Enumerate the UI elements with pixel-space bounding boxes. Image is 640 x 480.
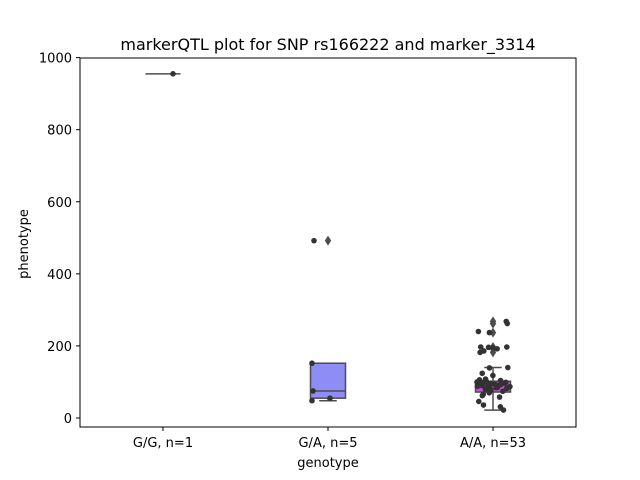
- y-axis-label: phenotype: [17, 209, 32, 279]
- data-point: [490, 372, 496, 379]
- data-point: [493, 384, 500, 391]
- data-point: [309, 397, 315, 404]
- data-point: [474, 383, 481, 390]
- x-tick-label: G/A, n=5: [298, 436, 357, 451]
- y-tick-label: 400: [47, 268, 72, 283]
- y-tick-label: 200: [47, 340, 72, 355]
- data-point: [486, 389, 493, 396]
- data-point: [486, 329, 493, 336]
- data-point: [494, 346, 500, 352]
- data-point: [477, 344, 484, 350]
- data-point: [311, 237, 317, 244]
- chart-title: markerQTL plot for SNP rs166222 and mark…: [120, 35, 535, 55]
- data-point: [486, 365, 493, 371]
- outlier-marker: [489, 316, 497, 327]
- data-point: [310, 388, 316, 394]
- y-axis: 0 200 400 600 800 1000: [39, 52, 80, 427]
- data-point: [479, 382, 485, 389]
- y-tick-label: 600: [47, 196, 72, 211]
- x-axis: G/G, n=1 G/A, n=5 A/A, n=53: [133, 427, 526, 451]
- data-point: [475, 328, 482, 335]
- x-axis-label: genotype: [297, 456, 358, 471]
- y-tick-label: 800: [47, 124, 72, 139]
- data-point: [480, 402, 487, 408]
- outlier-marker: [489, 327, 497, 338]
- data-point: [503, 385, 510, 392]
- data-point: [500, 388, 506, 395]
- x-tick-label: G/G, n=1: [133, 436, 193, 451]
- outlier-marker: [324, 235, 332, 246]
- data-point: [475, 398, 482, 405]
- data-point: [479, 392, 486, 399]
- data-point: [500, 407, 507, 413]
- data-point: [504, 320, 511, 327]
- data-point: [170, 71, 176, 77]
- strip-points: [170, 71, 176, 77]
- data-point: [496, 394, 503, 400]
- y-tick-label: 0: [64, 412, 72, 427]
- data-point: [479, 370, 486, 377]
- plot-area: [79, 57, 577, 428]
- data-point: [485, 344, 492, 351]
- data-point: [477, 349, 483, 356]
- strip-points: [474, 318, 513, 413]
- chart-marks: [145, 71, 513, 413]
- x-tick-label: A/A, n=53: [460, 436, 526, 451]
- data-point: [309, 360, 315, 367]
- y-tick-label: 1000: [39, 52, 72, 67]
- data-point: [327, 395, 333, 401]
- strip-points: [309, 237, 333, 404]
- iqr-box: [309, 362, 347, 399]
- data-point: [503, 344, 510, 350]
- data-point: [505, 364, 511, 371]
- data-point: [501, 380, 508, 386]
